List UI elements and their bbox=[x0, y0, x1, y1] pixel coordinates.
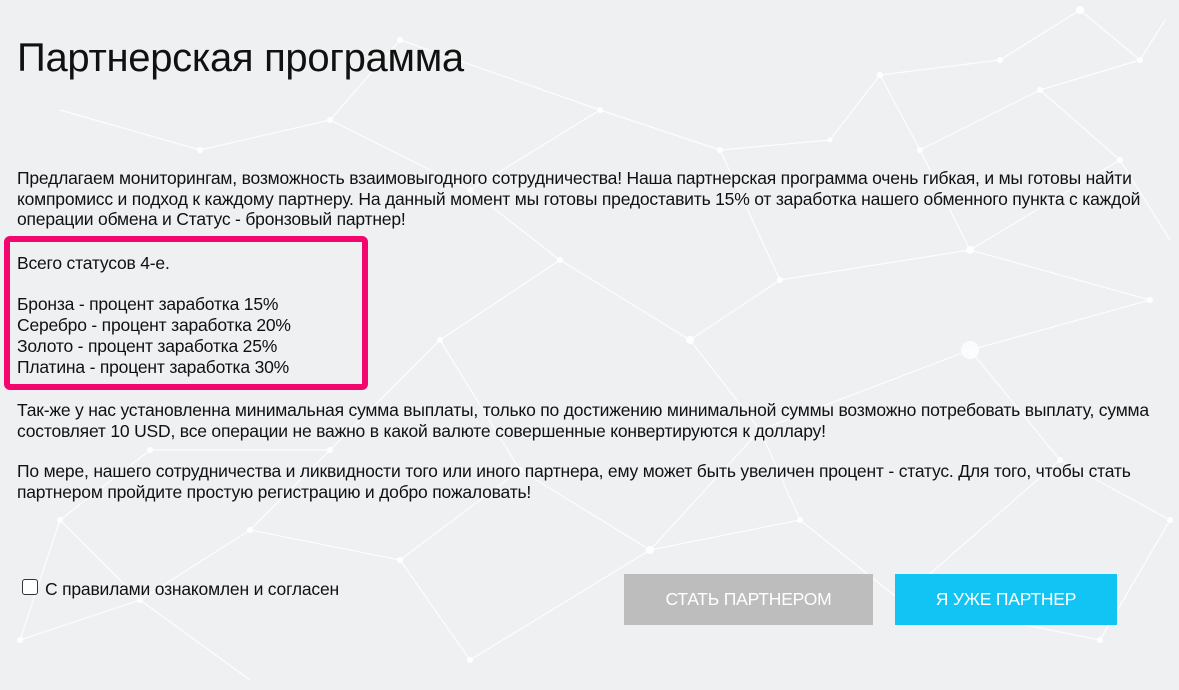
intro-text: Предлагаем мониторингам, возможность вза… bbox=[17, 168, 1141, 229]
page-title: Партнерская программа bbox=[17, 36, 464, 80]
agreement-row[interactable]: С правилами ознакомлен и согласен bbox=[22, 578, 339, 600]
agreement-label: С правилами ознакомлен и согласен bbox=[45, 579, 339, 599]
agreement-checkbox[interactable] bbox=[22, 578, 38, 595]
payout-text: Так-же у нас установленна минимальная су… bbox=[17, 400, 1149, 441]
status-item-silver: Серебро - процент заработка 20% bbox=[17, 315, 291, 335]
growth-text: По мере, нашего сотрудничества и ликвидн… bbox=[17, 461, 1131, 502]
status-heading: Всего статусов 4-е. bbox=[17, 253, 170, 273]
status-highlight-box bbox=[4, 236, 368, 390]
already-partner-button[interactable]: Я УЖЕ ПАРТНЕР bbox=[895, 574, 1117, 625]
status-item-gold: Золото - процент заработка 25% bbox=[17, 336, 278, 356]
status-item-platinum: Платина - процент заработка 30% bbox=[17, 357, 289, 377]
become-partner-button[interactable]: СТАТЬ ПАРТНЕРОМ bbox=[624, 574, 873, 625]
status-item-bronze: Бронза - процент заработка 15% bbox=[17, 294, 279, 314]
